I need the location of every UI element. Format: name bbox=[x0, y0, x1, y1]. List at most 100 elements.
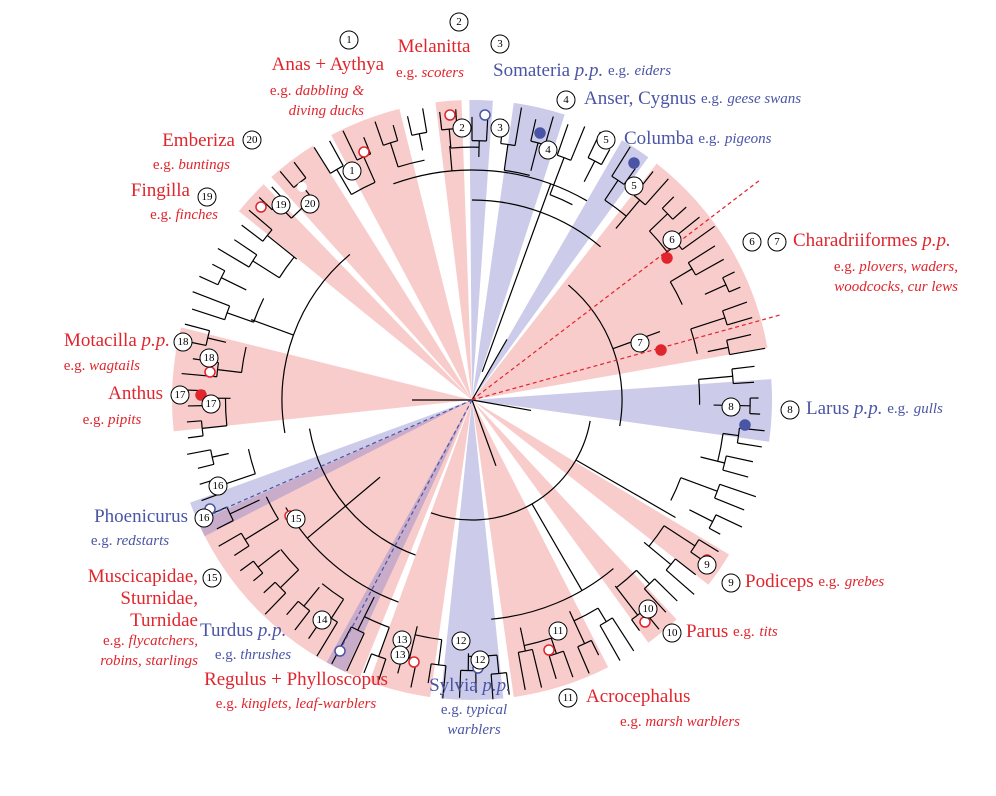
clade-number: 1 bbox=[349, 165, 355, 177]
branch bbox=[614, 585, 639, 616]
number-circle bbox=[390, 645, 410, 665]
clade-wedge bbox=[197, 400, 473, 679]
clade-name-text: Somateria bbox=[493, 60, 571, 81]
clade-name-text: Motacilla bbox=[64, 330, 137, 351]
branch bbox=[714, 484, 721, 499]
node-dot bbox=[408, 656, 420, 668]
example-text: flycatchers, bbox=[128, 633, 198, 649]
example-text: woodcocks, cur lews bbox=[834, 279, 958, 295]
node-dot bbox=[655, 344, 667, 356]
node-dot bbox=[479, 109, 491, 121]
example: e.g. redstarts bbox=[91, 533, 169, 549]
number-circle bbox=[721, 573, 741, 593]
clade-number: 17 bbox=[175, 389, 187, 401]
branch bbox=[217, 248, 250, 268]
clade-number: 15 bbox=[207, 572, 219, 584]
clade-number: 10 bbox=[667, 627, 679, 639]
eg-prefix: e.g. bbox=[103, 633, 125, 649]
branch bbox=[210, 449, 215, 465]
eg-prefix: e.g. bbox=[698, 131, 720, 147]
branch bbox=[599, 625, 621, 661]
branch bbox=[408, 626, 418, 659]
branch bbox=[672, 206, 687, 220]
branch bbox=[229, 499, 260, 515]
branch bbox=[240, 532, 250, 547]
number-circle bbox=[201, 394, 221, 414]
example: e.g. buntings bbox=[153, 157, 230, 173]
clade-name: Muscicapidae, bbox=[88, 566, 198, 587]
branch bbox=[481, 183, 552, 373]
branch bbox=[216, 520, 234, 530]
branch bbox=[644, 178, 669, 206]
branch bbox=[722, 469, 749, 478]
number-circle bbox=[596, 130, 616, 150]
example-text: diving ducks bbox=[289, 103, 365, 119]
number-circle bbox=[197, 187, 217, 207]
clade-name: Fingilla bbox=[131, 180, 191, 201]
clade-wedge bbox=[472, 140, 649, 400]
branch bbox=[531, 649, 543, 688]
number-circle bbox=[173, 332, 193, 352]
branch bbox=[569, 610, 586, 644]
dashed-line bbox=[471, 314, 781, 401]
number-circle bbox=[194, 508, 214, 528]
example-text: wagtails bbox=[89, 358, 140, 374]
branch bbox=[257, 549, 281, 568]
example: woodcocks, cur lews bbox=[834, 279, 958, 295]
branch bbox=[611, 175, 625, 185]
clade-number: 18 bbox=[204, 352, 216, 364]
branch bbox=[207, 337, 227, 343]
branch bbox=[675, 558, 697, 576]
example-text: eiders bbox=[634, 63, 671, 79]
branch bbox=[471, 399, 497, 466]
example: e.g. kinglets, leaf-warblers bbox=[216, 696, 377, 712]
node-dot bbox=[543, 644, 555, 656]
number-circle bbox=[449, 12, 469, 32]
branch bbox=[321, 583, 344, 600]
branch bbox=[690, 317, 726, 330]
branch bbox=[280, 549, 300, 571]
node-dot bbox=[334, 645, 346, 657]
branch bbox=[266, 234, 298, 260]
branch bbox=[490, 674, 494, 700]
number-circle bbox=[271, 195, 291, 215]
branch bbox=[496, 655, 500, 674]
branch bbox=[303, 586, 320, 607]
number-circle bbox=[548, 621, 568, 641]
branch bbox=[517, 652, 526, 690]
example-text: tits bbox=[759, 624, 778, 640]
number-circle bbox=[199, 348, 219, 368]
branch bbox=[244, 518, 279, 541]
clade-name-text: Larus bbox=[806, 398, 849, 419]
clade-number: 11 bbox=[563, 692, 574, 704]
eg-prefix: e.g. bbox=[396, 65, 418, 81]
clade-name-text: Acrocephalus bbox=[586, 686, 690, 707]
node-dot bbox=[444, 109, 456, 121]
branch bbox=[503, 144, 509, 171]
dashed-line bbox=[471, 179, 761, 401]
branch bbox=[247, 449, 256, 474]
branch bbox=[212, 452, 229, 458]
branch bbox=[186, 420, 202, 423]
branch bbox=[279, 569, 300, 589]
branch bbox=[636, 569, 650, 585]
eg-prefix: e.g. bbox=[733, 624, 755, 640]
branch bbox=[294, 610, 311, 631]
clade-wedge bbox=[271, 145, 472, 400]
pro-parte: p.p. bbox=[480, 675, 511, 696]
number-circle bbox=[490, 34, 510, 54]
example-text: pigeons bbox=[724, 131, 772, 147]
example-text: grebes bbox=[845, 574, 885, 590]
node-dot bbox=[628, 157, 640, 169]
node-dot bbox=[639, 616, 651, 628]
branch bbox=[722, 432, 739, 437]
pro-parte: p.p. bbox=[573, 60, 604, 81]
branch bbox=[217, 369, 242, 374]
number-circle bbox=[638, 599, 658, 619]
number-circle bbox=[300, 194, 320, 214]
clade-number: 17 bbox=[206, 398, 218, 410]
eg-prefix: e.g. bbox=[270, 83, 292, 99]
pro-parte: p.p. bbox=[920, 230, 951, 251]
node-dot bbox=[195, 389, 207, 401]
